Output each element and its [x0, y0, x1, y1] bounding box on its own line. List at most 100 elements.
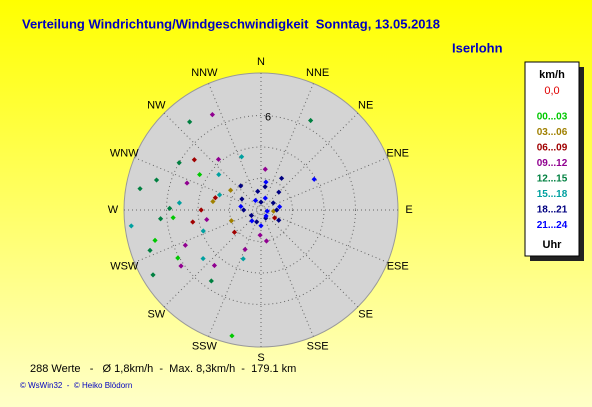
- data-point: [270, 200, 276, 206]
- direction-label: W: [108, 204, 119, 216]
- data-point: [190, 219, 196, 225]
- data-point: [167, 205, 173, 212]
- data-point: [311, 176, 317, 182]
- data-point: [277, 204, 283, 210]
- data-point: [210, 198, 216, 205]
- data-point: [216, 171, 222, 178]
- data-point: [242, 246, 248, 253]
- grid-ring: [197, 146, 325, 274]
- data-point: [255, 188, 261, 194]
- footer-credits: © WsWin32 - © Heiko Blödorn: [20, 381, 132, 390]
- radial-line: [260, 209, 388, 263]
- data-point: [197, 171, 203, 178]
- calm-value: 0,0: [544, 85, 559, 97]
- direction-label: NNE: [306, 67, 329, 79]
- legend-entry: 09...12: [537, 158, 568, 169]
- direction-label: S: [257, 352, 264, 364]
- data-point: [176, 160, 182, 166]
- data-point: [152, 237, 158, 243]
- data-point: [212, 195, 218, 201]
- data-point: [238, 203, 244, 210]
- data-point: [231, 229, 238, 235]
- data-point: [178, 263, 184, 269]
- data-point: [153, 177, 160, 183]
- data-point: [272, 215, 278, 221]
- data-point: [200, 255, 206, 262]
- direction-label: SW: [147, 309, 165, 321]
- radial-line: [134, 209, 262, 263]
- data-point: [276, 217, 282, 223]
- data-point: [239, 196, 245, 202]
- data-point: [170, 215, 176, 221]
- data-point: [278, 175, 285, 181]
- legend-entry: 21...24: [537, 220, 568, 231]
- data-point: [208, 278, 214, 284]
- data-point: [263, 213, 269, 219]
- data-point: [175, 255, 181, 261]
- direction-label: ENE: [386, 147, 409, 159]
- data-point: [200, 228, 206, 234]
- data-point: [182, 242, 188, 248]
- data-point: [264, 208, 270, 214]
- direction-label: WSW: [110, 261, 139, 273]
- data-point: [184, 180, 190, 186]
- data-point: [128, 223, 134, 229]
- legend-entry: 00...03: [537, 112, 568, 123]
- data-point: [241, 207, 247, 213]
- data-point: [254, 219, 260, 225]
- data-point: [248, 212, 255, 219]
- legend-header: km/h: [539, 69, 565, 81]
- direction-label: E: [405, 204, 412, 216]
- radial-line: [163, 112, 262, 211]
- direction-label: NW: [147, 99, 166, 111]
- direction-label: SE: [358, 309, 373, 321]
- data-point: [198, 207, 204, 213]
- data-point: [308, 117, 314, 124]
- direction-label: NE: [358, 99, 373, 111]
- data-point: [158, 216, 164, 222]
- data-point: [258, 199, 264, 205]
- data-point: [137, 186, 143, 192]
- data-point: [249, 218, 255, 224]
- footer-stats: 288 Werte - Ø 1,8km/h - Max. 8,3km/h - 1…: [30, 363, 296, 375]
- location: Iserlohn: [452, 40, 503, 55]
- data-point: [258, 223, 264, 229]
- data-point: [262, 166, 268, 172]
- legend-entry: 03...06: [537, 127, 568, 138]
- data-point: [274, 207, 280, 213]
- grid-ring: [229, 178, 293, 242]
- data-point: [252, 197, 259, 204]
- data-point: [176, 200, 183, 206]
- data-point: [240, 256, 246, 262]
- data-point: [150, 272, 156, 278]
- legend-box: [524, 61, 580, 257]
- data-point: [276, 189, 282, 195]
- radial-line: [134, 157, 262, 211]
- direction-label: WNW: [110, 147, 139, 159]
- data-point: [262, 195, 268, 201]
- direction-label: SSW: [192, 341, 218, 353]
- data-point: [229, 333, 235, 339]
- chart-title: Verteilung Windrichtung/Windgeschwindigk…: [22, 16, 440, 31]
- data-point: [228, 187, 234, 193]
- data-point: [215, 156, 222, 162]
- data-point: [257, 232, 263, 238]
- radial-line: [208, 209, 262, 337]
- legend-entry: 12...15: [537, 174, 568, 185]
- data-point: [262, 184, 268, 190]
- legend-entry: 18...21: [537, 205, 568, 216]
- data-point: [204, 216, 210, 223]
- data-point: [263, 238, 270, 244]
- radial-line: [260, 209, 359, 308]
- direction-label: ESE: [387, 261, 409, 273]
- direction-label: N: [257, 56, 265, 68]
- legend-footer: Uhr: [543, 239, 563, 251]
- legend-entry: 06...09: [537, 143, 568, 154]
- data-point: [187, 119, 193, 125]
- radial-line: [260, 112, 359, 211]
- radial-line: [260, 157, 388, 211]
- radial-line: [260, 83, 314, 211]
- data-point: [191, 157, 197, 163]
- data-point: [211, 262, 218, 269]
